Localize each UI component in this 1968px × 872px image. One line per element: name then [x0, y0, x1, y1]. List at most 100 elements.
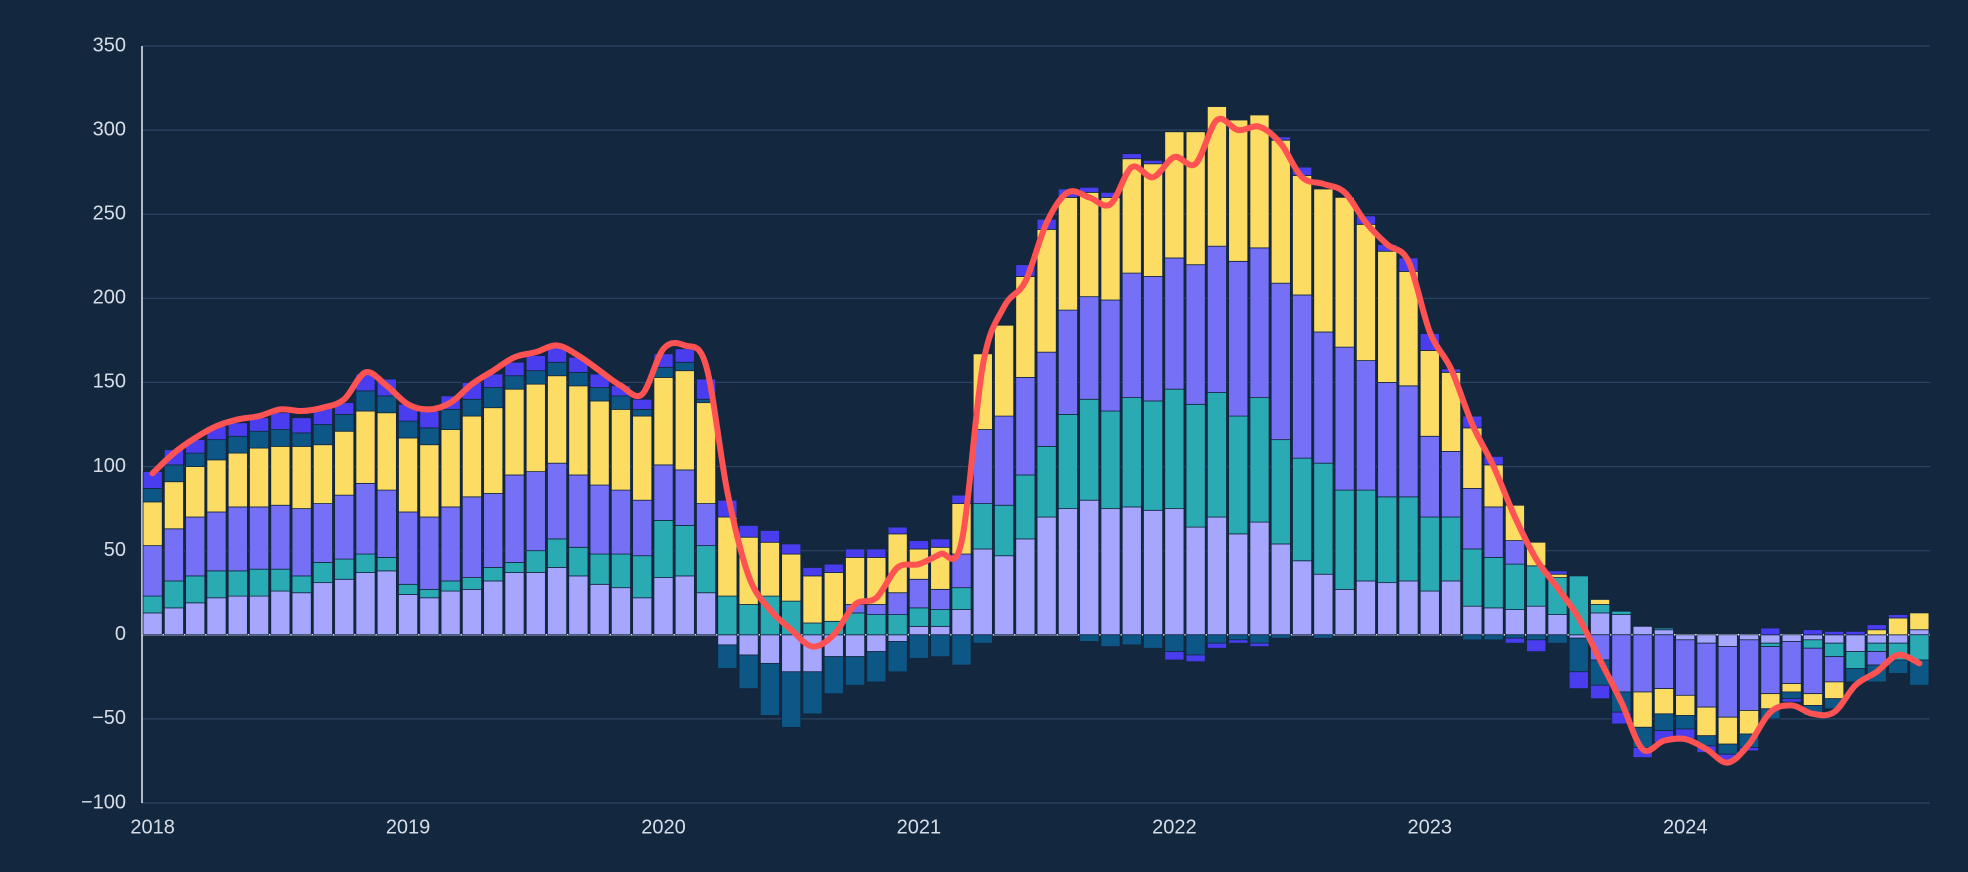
bar-segment [1228, 533, 1249, 636]
bar-segment [738, 654, 759, 690]
bar-segment [312, 424, 333, 446]
bar-segment [972, 548, 993, 636]
bar-segment [1377, 496, 1398, 584]
bar-segment [1675, 634, 1696, 641]
bar-segment [291, 417, 312, 434]
bar-segment [227, 422, 248, 437]
bar-segment [525, 355, 546, 372]
bar-segment [1206, 634, 1227, 644]
bar-segment [1249, 634, 1270, 644]
bar-segment [1121, 153, 1142, 160]
bar-segment [568, 474, 589, 548]
bar-segment [1270, 139, 1291, 284]
bar-segment [419, 597, 440, 636]
bar-segment [1611, 610, 1632, 615]
bar-segment [1100, 196, 1121, 301]
bar-segment [1866, 634, 1887, 644]
y-tick-label: −50 [92, 707, 126, 729]
bar-segment [483, 493, 504, 568]
bar-segment [781, 671, 802, 728]
bar-segment [1036, 445, 1057, 518]
bar-segment [887, 634, 908, 642]
bar-segment [1249, 397, 1270, 523]
bar-segment [1270, 282, 1291, 441]
bar-segment [1143, 400, 1164, 511]
bar-segment [504, 572, 525, 636]
bar-segment [440, 506, 461, 582]
bar-segment [696, 545, 717, 594]
bar-segment [1590, 604, 1611, 614]
bar-segment [355, 410, 376, 484]
bar-segment [717, 644, 738, 669]
bar-segment [866, 634, 887, 652]
bar-segment [1462, 634, 1483, 641]
bar-segment [440, 408, 461, 430]
bar-segment [1441, 451, 1462, 518]
bar-segment [1866, 624, 1887, 631]
bar-segment [653, 376, 674, 466]
bar-segment [270, 412, 291, 430]
y-tick-label: 250 [93, 203, 126, 225]
bar-segment [376, 489, 397, 558]
bar-segment [1781, 634, 1802, 642]
bar-segment [1909, 629, 1930, 636]
bar-segment [355, 572, 376, 636]
bar-segment [1462, 548, 1483, 607]
bar-segment [887, 592, 908, 615]
bar-segment [1483, 556, 1504, 609]
bar-segment [291, 432, 312, 447]
bar-segment [1313, 634, 1334, 639]
bar-segment [376, 395, 397, 414]
bar-segment [1057, 414, 1078, 510]
bar-segment [398, 511, 419, 585]
bar-segment [483, 567, 504, 582]
bar-segment [163, 464, 184, 483]
bar-segment [653, 519, 674, 578]
bar-segment [1313, 573, 1334, 636]
bar-segment [1781, 641, 1802, 684]
bar-segment [568, 385, 589, 476]
bar-segment [249, 430, 270, 449]
bar-segment [1292, 560, 1313, 636]
bar-segment [589, 400, 610, 486]
bar-segment [334, 558, 355, 580]
bar-segment [1483, 634, 1504, 641]
bar-segment [1015, 474, 1036, 540]
bar-segment [142, 595, 163, 614]
bar-segment [674, 370, 695, 471]
bar-segment [1504, 540, 1525, 565]
bar-segment [1760, 634, 1781, 644]
bar-segment [1888, 617, 1909, 636]
bar-segment [1462, 488, 1483, 550]
bar-segment [802, 567, 823, 577]
bar-segment [1079, 398, 1100, 501]
bar-segment [951, 494, 972, 504]
bar-segment [1143, 634, 1164, 649]
bar-segment [674, 575, 695, 636]
bar-segment [1100, 191, 1121, 198]
bar-segment [610, 553, 631, 589]
bar-segment [504, 562, 525, 573]
bar-segment [270, 590, 291, 636]
bar-segment [1292, 294, 1313, 459]
bar-segment [610, 408, 631, 491]
bar-segment [1057, 309, 1078, 415]
bar-segment [1143, 163, 1164, 277]
bar-segment [1249, 642, 1270, 647]
bar-segment [823, 563, 844, 573]
bar-segment [1419, 350, 1440, 437]
bar-segment [610, 489, 631, 555]
bar-segment [1547, 634, 1568, 644]
x-tick-label: 2023 [1408, 816, 1453, 838]
bar-segment [227, 570, 248, 597]
bar-segment [461, 588, 482, 636]
bar-segment [1483, 607, 1504, 636]
bar-segment [1036, 516, 1057, 636]
bar-segment [951, 634, 972, 666]
bar-segment [1100, 634, 1121, 647]
bar-segment [1866, 642, 1887, 653]
bar-segment [994, 555, 1015, 636]
bar-segment [163, 481, 184, 530]
bar-segment [1696, 634, 1717, 644]
bar-segment [376, 570, 397, 636]
